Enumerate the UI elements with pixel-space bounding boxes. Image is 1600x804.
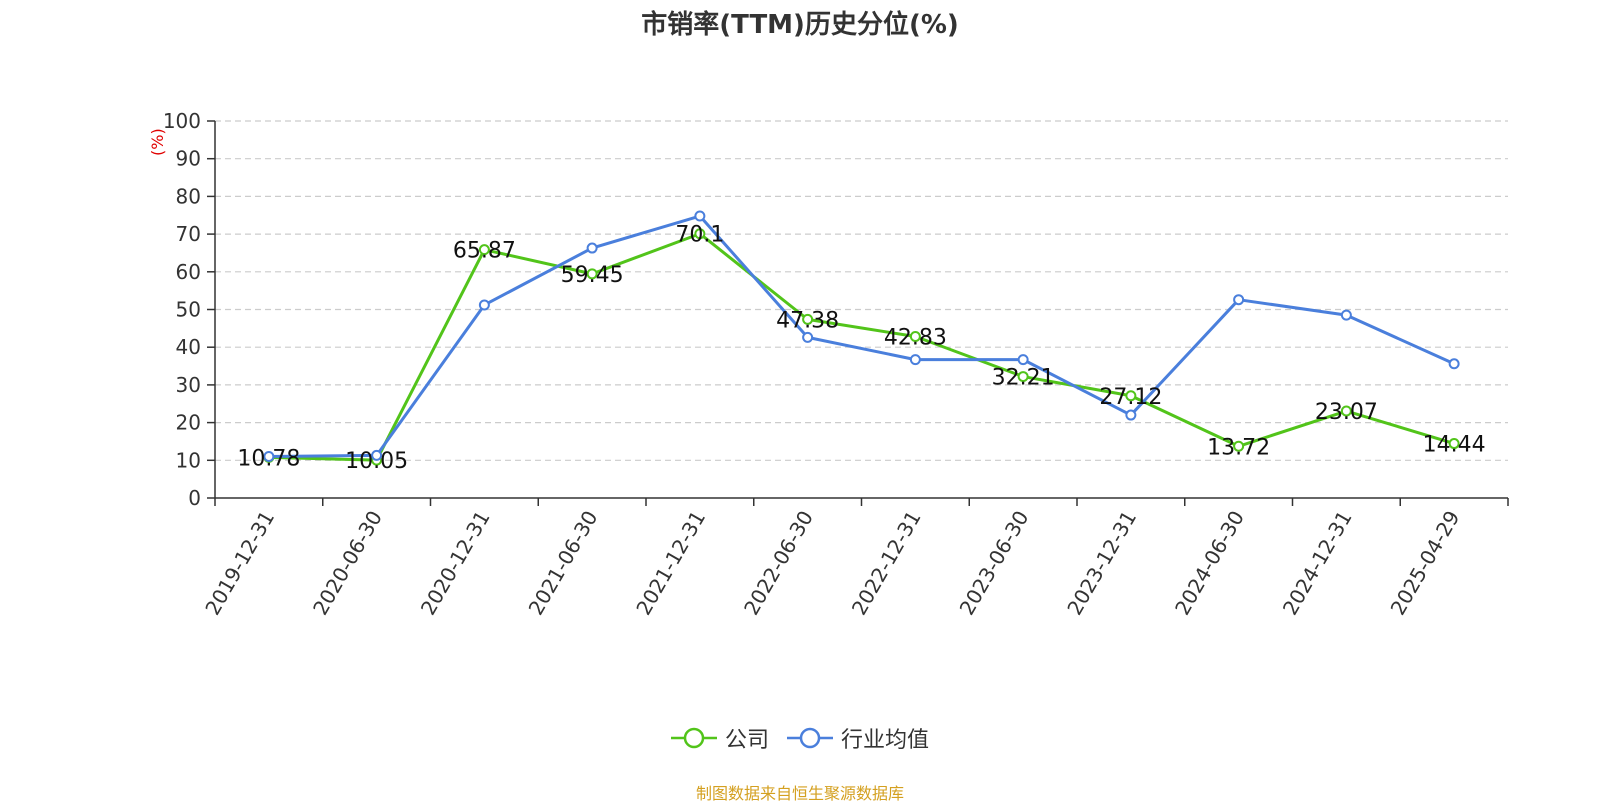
data-label: 47.38: [776, 308, 839, 333]
data-point: [1233, 440, 1245, 452]
data-point: [694, 210, 706, 222]
data-point: [1340, 405, 1352, 417]
x-tick-label: 2021-12-31: [631, 507, 710, 620]
legend-item-company[interactable]: 公司: [670, 722, 769, 754]
x-tick-label: 2019-12-31: [200, 507, 279, 620]
series-line-1: [268, 214, 1455, 459]
data-point: [371, 449, 383, 461]
y-tick-label: 90: [176, 147, 201, 171]
series-line-0: [268, 232, 1455, 462]
y-tick-label: 60: [176, 260, 201, 284]
x-tick-label: 2024-06-30: [1170, 507, 1249, 620]
x-tick-label: 2023-06-30: [955, 507, 1034, 620]
y-tick-label: 0: [188, 486, 201, 510]
y-tick-label: 20: [176, 411, 201, 435]
data-point: [1125, 409, 1137, 421]
legend-swatch-industry-average: [787, 727, 833, 749]
data-point: [478, 244, 490, 256]
legend-label-company: 公司: [724, 728, 769, 753]
x-tick-label: 2023-12-31: [1062, 507, 1141, 620]
x-tick-label: 2024-12-31: [1278, 507, 1357, 620]
data-label: 10.78: [237, 446, 300, 471]
data-label: 59.45: [561, 263, 624, 288]
x-tick-label: 2020-12-31: [416, 507, 495, 620]
data-point: [1448, 438, 1460, 450]
data-point: [1017, 354, 1029, 366]
y-tick-label: 80: [176, 184, 201, 208]
data-point: [694, 228, 706, 240]
data-label: 32.21: [992, 366, 1055, 391]
data-label: 13.72: [1207, 435, 1270, 460]
legend-label-industry-average: 行业均值: [841, 728, 930, 753]
data-point: [586, 268, 598, 280]
data-label: 10.05: [345, 449, 408, 474]
legend: 公司 行业均值: [0, 722, 1600, 754]
y-tick-label: 40: [176, 335, 201, 359]
data-label: 14.44: [1423, 433, 1486, 458]
x-tick-label: 2020-06-30: [308, 507, 387, 620]
legend-swatch-company: [670, 727, 717, 749]
y-tick-label: 30: [176, 373, 201, 397]
x-tick-label: 2022-06-30: [739, 507, 818, 620]
y-tick-label: 10: [176, 448, 201, 472]
data-point: [478, 299, 490, 311]
data-point: [586, 242, 598, 254]
chart-title: 市销率(TTM)历史分位(%): [641, 10, 959, 40]
y-tick-label: 100: [163, 109, 201, 133]
data-label: 70.1: [675, 223, 724, 248]
data-point: [802, 331, 814, 343]
data-point: [802, 313, 814, 325]
data-label: 65.87: [453, 239, 516, 264]
data-point: [1340, 309, 1352, 321]
data-point: [909, 331, 921, 343]
data-point: [1017, 371, 1029, 383]
legend-item-industry-average[interactable]: 行业均值: [787, 722, 929, 754]
data-label: 42.83: [884, 326, 947, 351]
data-point: [909, 354, 921, 366]
source-note: 制图数据来自恒生聚源数据库: [695, 784, 904, 803]
x-tick-label: 2022-12-31: [847, 507, 926, 620]
data-point: [1448, 358, 1460, 370]
data-point: [263, 451, 275, 463]
data-label: 27.12: [1099, 385, 1162, 410]
x-tick-label: 2021-06-30: [524, 507, 603, 620]
x-tick-label: 2025-04-29: [1386, 507, 1465, 620]
data-point: [1233, 294, 1245, 306]
y-tick-label: 70: [176, 222, 201, 246]
data-label: 23.07: [1315, 400, 1378, 425]
y-tick-label: 50: [176, 298, 201, 322]
data-point: [1125, 390, 1137, 402]
